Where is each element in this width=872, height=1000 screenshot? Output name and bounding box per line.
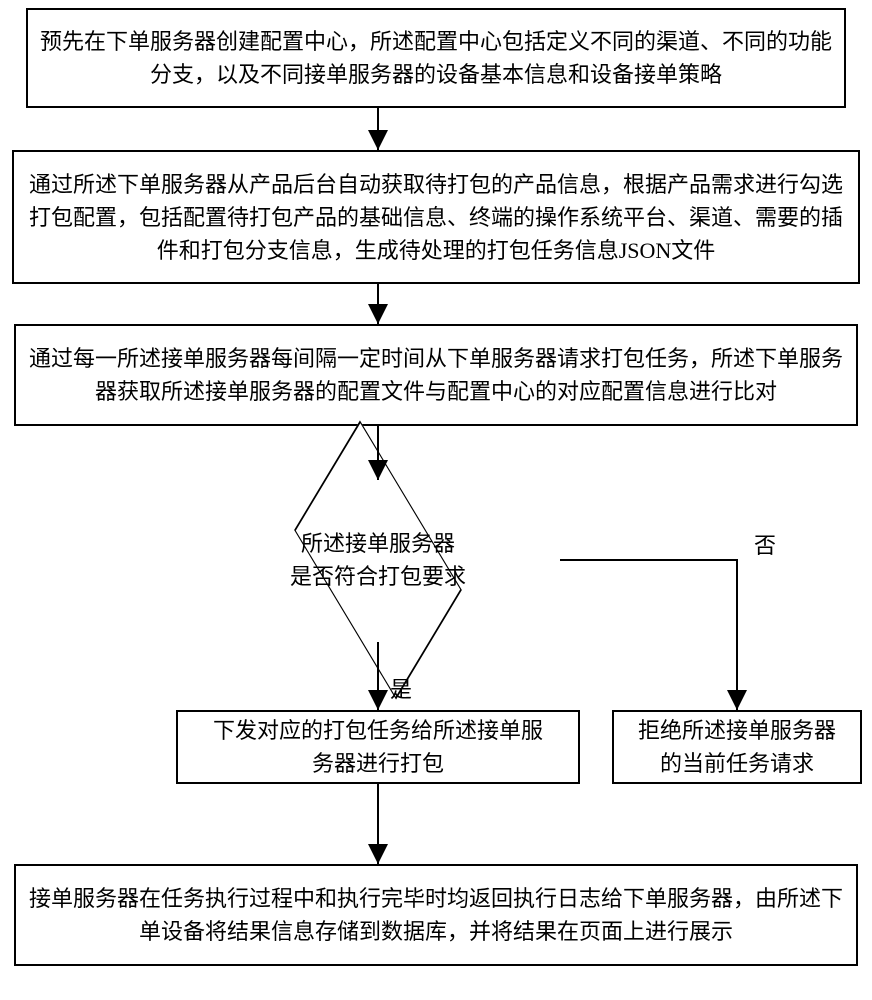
process-step-5-text: 拒绝所述接单服务器 的当前任务请求 [638, 714, 836, 780]
process-step-6: 接单服务器在任务执行过程中和执行完毕时均返回执行日志给下单服务器，由所述下单设备… [14, 864, 858, 966]
process-step-5: 拒绝所述接单服务器 的当前任务请求 [612, 710, 862, 784]
process-step-3: 通过每一所述接单服务器每间隔一定时间从下单服务器请求打包任务，所述下单服务器获取… [14, 324, 858, 426]
edge-5 [560, 560, 737, 710]
edge-label-yes: 是 [390, 672, 412, 704]
process-step-4: 下发对应的打包任务给所述接单服 务器进行打包 [176, 710, 580, 784]
process-step-6-text: 接单服务器在任务执行过程中和执行完毕时均返回执行日志给下单服务器，由所述下单设备… [28, 882, 844, 948]
decision-1: 所述接单服务器 是否符合打包要求 [178, 472, 578, 648]
process-step-1: 预先在下单服务器创建配置中心，所述配置中心包括定义不同的渠道、不同的功能分支，以… [26, 8, 846, 108]
decision-1-text: 所述接单服务器 是否符合打包要求 [290, 527, 466, 593]
process-step-2: 通过所述下单服务器从产品后台自动获取待打包的产品信息，根据产品需求进行勾选打包配… [12, 150, 860, 284]
process-step-1-text: 预先在下单服务器创建配置中心，所述配置中心包括定义不同的渠道、不同的功能分支，以… [40, 25, 832, 91]
edge-label-no: 否 [754, 528, 776, 560]
process-step-4-text: 下发对应的打包任务给所述接单服 务器进行打包 [213, 714, 543, 780]
process-step-2-text: 通过所述下单服务器从产品后台自动获取待打包的产品信息，根据产品需求进行勾选打包配… [26, 168, 846, 267]
process-step-3-text: 通过每一所述接单服务器每间隔一定时间从下单服务器请求打包任务，所述下单服务器获取… [28, 342, 844, 408]
